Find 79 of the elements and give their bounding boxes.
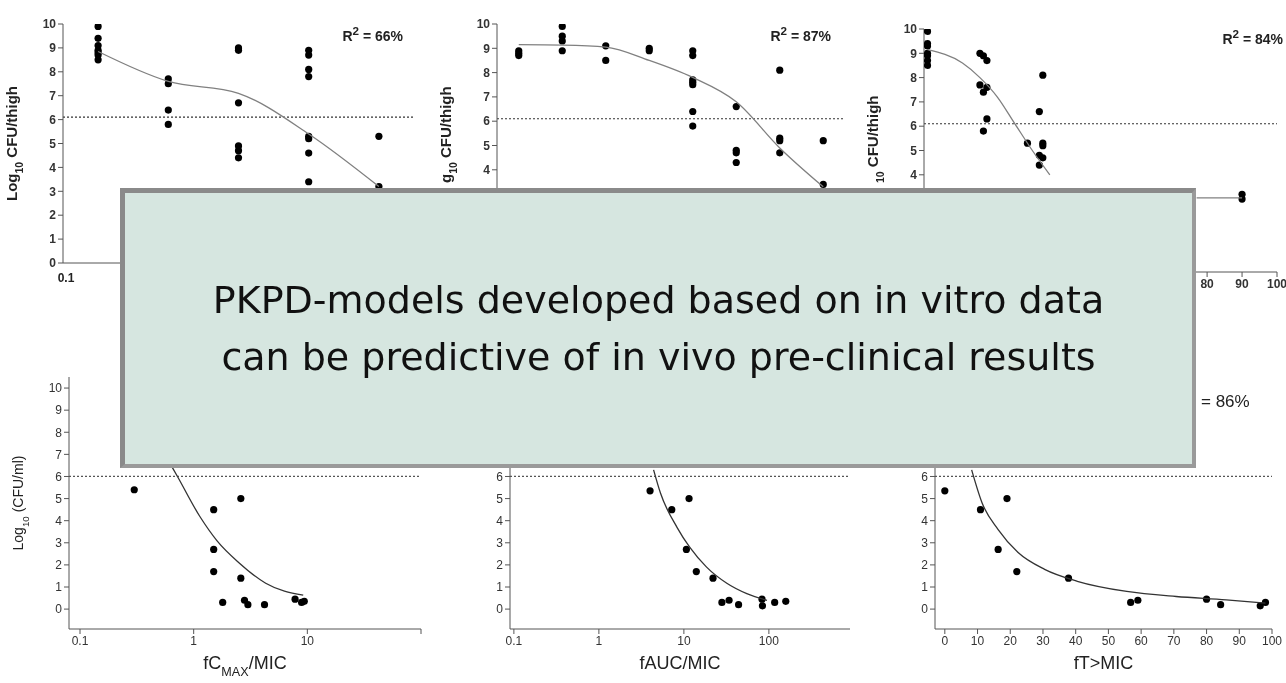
x-tick-label: 100 [1261, 633, 1283, 648]
text: PKPD-models developed based on in vitro data can be predictive of in vivo pre-clinical results [211, 276, 1106, 381]
x-axis-title: fC$_{MAX}$/MIC [203, 653, 287, 679]
y-tick-label: 4 [496, 513, 504, 528]
x-tick-label: 0.1 [71, 633, 89, 648]
y-tick-label: 9 [55, 403, 63, 418]
y-tick-label: 0 [49, 256, 57, 271]
annotation: = 86% [1201, 391, 1250, 413]
y-tick-label: 10 [48, 381, 63, 396]
y-tick-label: 1 [55, 580, 63, 595]
y-tick-label: 3 [55, 536, 63, 551]
y-tick-label: 1 [921, 580, 929, 595]
y-tick-label: 7 [910, 95, 918, 110]
annotation: R$^{2}$ = 66% [342, 23, 403, 45]
x-tick-label: 100 [758, 633, 780, 648]
y-tick-label: 1 [49, 232, 57, 247]
annotation: R$^{2}$ = 84% [1222, 26, 1283, 48]
y-tick-label: 4 [921, 513, 929, 528]
y-tick-label: 4 [49, 160, 57, 175]
y-tick-label: 5 [921, 491, 929, 506]
x-tick-label: 1 [190, 633, 198, 648]
y-tick-label: 5 [496, 491, 504, 506]
y-tick-label: 10 [903, 22, 918, 37]
y-tick-label: 0 [55, 602, 63, 617]
y-tick-label: 10 [476, 17, 491, 32]
y-tick-label: 2 [49, 208, 57, 223]
y-tick-label: 0 [921, 602, 929, 617]
x-tick-label: 70 [1167, 633, 1181, 648]
y-tick-label: 8 [49, 65, 57, 80]
y-tick-label: 4 [910, 168, 918, 183]
y-tick-label: 2 [55, 558, 63, 573]
y-tick-label: 7 [55, 447, 63, 462]
y-tick-label: 2 [496, 558, 504, 573]
x-tick-label: 80 [1199, 633, 1214, 648]
y-tick-label: 0 [496, 602, 504, 617]
y-tick-label: 8 [483, 65, 491, 80]
x-tick-label: 0 [941, 633, 949, 648]
y-tick-label: 2 [921, 558, 929, 573]
y-tick-label: 3 [49, 184, 57, 199]
y-tick-label: 9 [483, 41, 491, 56]
x-axis-title: fT>MIC [1073, 653, 1134, 673]
y-tick-label: 8 [910, 70, 918, 85]
x-tick-label: 80 [1200, 276, 1215, 291]
y-tick-label: 6 [496, 469, 504, 484]
x-tick-label: 90 [1235, 276, 1250, 291]
y-tick-label: 6 [483, 114, 491, 129]
x-tick-label: 0.1 [505, 633, 523, 648]
y-tick-label: 7 [483, 90, 491, 105]
y-tick-label: 9 [49, 41, 57, 56]
y-tick-label: 3 [496, 536, 504, 551]
y-tick-label: 7 [49, 88, 57, 103]
y-tick-label: 6 [921, 469, 929, 484]
x-tick-label: 50 [1101, 633, 1116, 648]
y-tick-label: 5 [55, 491, 63, 506]
y-tick-label: 4 [483, 163, 491, 178]
y-tick-label: 6 [55, 469, 63, 484]
y-tick-label: 5 [483, 138, 491, 153]
x-tick-label: 30 [1036, 633, 1050, 648]
x-tick-label: 60 [1134, 633, 1149, 648]
y-tick-label: 3 [921, 536, 929, 551]
y-tick-label: 6 [910, 119, 918, 134]
y-tick-label: 10 [42, 17, 57, 32]
x-tick-label: 100 [1266, 276, 1286, 291]
x-tick-label: 1 [595, 633, 603, 648]
x-tick-label: 20 [1003, 633, 1018, 648]
x-tick-label: 10 [677, 633, 691, 648]
x-tick-label: 90 [1232, 633, 1247, 648]
y-tick-label: 8 [55, 425, 63, 440]
y-tick-label: 5 [49, 136, 57, 151]
x-tick-label: 10 [300, 633, 315, 648]
y-tick-label: 5 [910, 143, 918, 158]
y-tick-label: 6 [49, 112, 57, 127]
annotation: R$^{2}$ = 87% [770, 23, 831, 45]
x-tick-label: 10 [970, 633, 985, 648]
x-tick-label: 40 [1069, 633, 1083, 648]
y-tick-label: 1 [496, 580, 504, 595]
y-tick-label: 4 [55, 513, 63, 528]
x-axis-title: fAUC/MIC [639, 653, 721, 673]
y-tick-label: 9 [910, 46, 918, 61]
